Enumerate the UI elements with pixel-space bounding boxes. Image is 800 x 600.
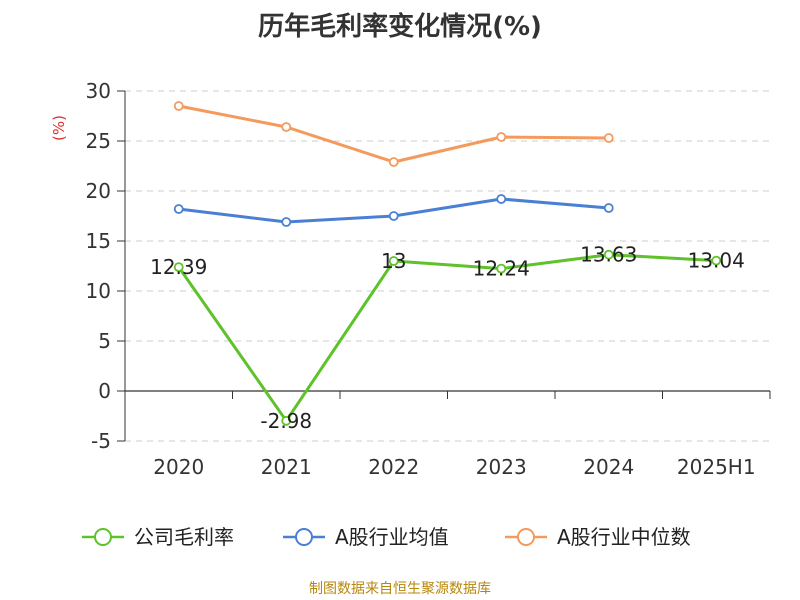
y-tick-label: -5 [91, 429, 111, 453]
legend-item[interactable]: 公司毛利率 [82, 525, 234, 549]
chart-title: 历年毛利率变化情况(%) [258, 12, 542, 42]
legend-marker-icon [517, 528, 535, 546]
data-point [711, 255, 722, 266]
data-point [173, 262, 184, 273]
y-tick-label: 25 [86, 129, 111, 153]
data-point [603, 249, 614, 260]
y-tick-label: 10 [86, 279, 111, 303]
y-ticks: 30 25 20 15 10 5 0 -5 [86, 79, 125, 453]
data-label: 13.04 [688, 249, 745, 273]
legend-label: A股行业均值 [335, 525, 449, 549]
y-tick-label: 0 [98, 379, 111, 403]
data-point [603, 133, 614, 143]
x-tick-label: 2022 [368, 455, 419, 479]
data-point [603, 203, 614, 213]
legend-marker-icon [94, 528, 112, 546]
x-tick-label: 2023 [476, 455, 527, 479]
data-point [281, 415, 292, 426]
x-tick-label: 2021 [261, 455, 312, 479]
data-point [173, 101, 184, 111]
data-point [388, 157, 399, 167]
series-line-2 [178, 104, 609, 164]
data-point [281, 217, 292, 227]
y-tick-label: 20 [86, 179, 111, 203]
x-ticks: 2020 2021 2022 2023 2024 2025H1 [124, 391, 771, 479]
data-point [496, 263, 507, 274]
legend-item[interactable]: A股行业均值 [283, 525, 449, 549]
data-labels: 12.39 -2.98 13 12.24 13.63 13.04 [150, 243, 745, 433]
legend-item[interactable]: A股行业中位数 [505, 525, 691, 549]
x-tick-label: 2025H1 [677, 455, 756, 479]
x-tick-label: 2024 [583, 455, 634, 479]
y-axis-label: (%) [50, 115, 68, 141]
series-lines [173, 101, 722, 426]
data-point [173, 204, 184, 214]
data-point [496, 194, 507, 204]
legend-label: A股行业中位数 [557, 525, 691, 549]
legend: 公司毛利率 A股行业均值 A股行业中位数 [82, 525, 691, 549]
data-point [281, 122, 292, 132]
data-label: 13.63 [580, 243, 637, 267]
data-label: -2.98 [260, 409, 312, 433]
data-label: 12.24 [473, 257, 530, 281]
data-label: 13 [381, 249, 406, 273]
grid-lines [125, 90, 770, 442]
data-label: 12.39 [150, 255, 207, 279]
y-tick-label: 30 [86, 79, 111, 103]
y-tick-label: 5 [98, 329, 111, 353]
legend-marker-icon [295, 528, 313, 546]
y-tick-label: 15 [86, 229, 111, 253]
legend-label: 公司毛利率 [134, 525, 234, 549]
source-note: 制图数据来自恒生聚源数据库 [309, 581, 491, 597]
data-point [388, 256, 399, 266]
data-point [388, 211, 399, 221]
data-point [496, 132, 507, 142]
x-tick-label: 2020 [153, 455, 204, 479]
series-line-0 [177, 253, 717, 423]
